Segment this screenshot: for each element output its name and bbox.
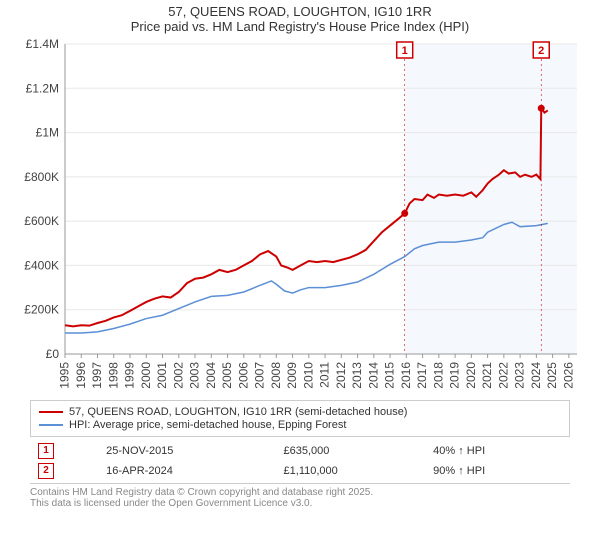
sale-delta-1: 40% ↑ HPI <box>425 441 570 461</box>
svg-text:2021: 2021 <box>480 362 494 389</box>
svg-text:2001: 2001 <box>155 362 169 389</box>
svg-text:2011: 2011 <box>318 362 332 388</box>
svg-text:2024: 2024 <box>529 362 543 389</box>
svg-text:2005: 2005 <box>220 362 234 389</box>
legend-label-2: HPI: Average price, semi-detached house,… <box>69 419 346 431</box>
svg-text:2018: 2018 <box>431 362 445 389</box>
svg-text:2006: 2006 <box>236 362 250 389</box>
table-row: 1 25-NOV-2015 £635,000 40% ↑ HPI <box>30 441 570 461</box>
svg-text:2: 2 <box>538 45 544 57</box>
svg-text:2020: 2020 <box>464 362 478 389</box>
footer-line2: This data is licensed under the Open Gov… <box>30 498 570 509</box>
svg-text:1: 1 <box>402 45 408 57</box>
title-line2: Price paid vs. HM Land Registry's House … <box>0 19 600 34</box>
svg-text:£600K: £600K <box>24 214 59 228</box>
legend-swatch-2 <box>39 424 63 426</box>
sale-date-1: 25-NOV-2015 <box>98 441 275 461</box>
legend-box: 57, QUEENS ROAD, LOUGHTON, IG10 1RR (sem… <box>30 400 570 437</box>
legend-row-2: HPI: Average price, semi-detached house,… <box>39 419 561 431</box>
svg-text:1998: 1998 <box>106 362 120 389</box>
svg-text:2015: 2015 <box>383 362 397 389</box>
svg-text:2002: 2002 <box>171 362 185 389</box>
svg-text:2003: 2003 <box>188 362 202 389</box>
svg-text:2000: 2000 <box>139 362 153 389</box>
title-line1: 57, QUEENS ROAD, LOUGHTON, IG10 1RR <box>0 4 600 19</box>
legend-label-1: 57, QUEENS ROAD, LOUGHTON, IG10 1RR (sem… <box>69 406 407 418</box>
svg-text:2019: 2019 <box>448 362 462 389</box>
chart-title-block: 57, QUEENS ROAD, LOUGHTON, IG10 1RR Pric… <box>0 0 600 36</box>
svg-text:1995: 1995 <box>58 362 72 389</box>
price-chart: £0£200K£400K£600K£800K£1M£1.2M£1.4M19951… <box>15 36 585 396</box>
footer: Contains HM Land Registry data © Crown c… <box>30 483 570 509</box>
svg-text:1997: 1997 <box>90 362 104 389</box>
sale-delta-2: 90% ↑ HPI <box>425 461 570 481</box>
svg-text:2012: 2012 <box>334 362 348 389</box>
sale-marker-1: 1 <box>38 443 54 459</box>
sale-marker-2: 2 <box>38 463 54 479</box>
svg-text:2004: 2004 <box>204 362 218 389</box>
sale-date-2: 16-APR-2024 <box>98 461 275 481</box>
svg-text:2023: 2023 <box>513 362 527 389</box>
svg-text:2010: 2010 <box>301 362 315 389</box>
sale-price-1: £635,000 <box>276 441 426 461</box>
svg-text:2026: 2026 <box>561 362 575 389</box>
svg-text:2014: 2014 <box>366 362 380 389</box>
svg-text:2007: 2007 <box>253 362 267 389</box>
svg-text:2022: 2022 <box>496 362 510 389</box>
svg-text:2009: 2009 <box>285 362 299 389</box>
svg-text:£1.4M: £1.4M <box>26 37 59 51</box>
svg-text:2008: 2008 <box>269 362 283 389</box>
sale-price-2: £1,110,000 <box>276 461 426 481</box>
svg-text:£200K: £200K <box>24 303 59 317</box>
svg-text:2013: 2013 <box>350 362 364 389</box>
sales-table: 1 25-NOV-2015 £635,000 40% ↑ HPI 2 16-AP… <box>30 441 570 481</box>
footer-line1: Contains HM Land Registry data © Crown c… <box>30 487 570 498</box>
svg-text:2016: 2016 <box>399 362 413 389</box>
svg-text:1999: 1999 <box>123 362 137 389</box>
svg-text:£800K: £800K <box>24 170 59 184</box>
svg-text:2025: 2025 <box>545 362 559 389</box>
legend-row-1: 57, QUEENS ROAD, LOUGHTON, IG10 1RR (sem… <box>39 406 561 418</box>
svg-text:£1M: £1M <box>36 126 59 140</box>
svg-text:£1.2M: £1.2M <box>26 81 59 95</box>
svg-text:£400K: £400K <box>24 258 59 272</box>
svg-text:2017: 2017 <box>415 362 429 389</box>
legend-swatch-1 <box>39 411 63 413</box>
svg-text:£0: £0 <box>46 347 60 361</box>
legend: 57, QUEENS ROAD, LOUGHTON, IG10 1RR (sem… <box>30 400 570 437</box>
table-row: 2 16-APR-2024 £1,110,000 90% ↑ HPI <box>30 461 570 481</box>
svg-text:1996: 1996 <box>74 362 88 389</box>
